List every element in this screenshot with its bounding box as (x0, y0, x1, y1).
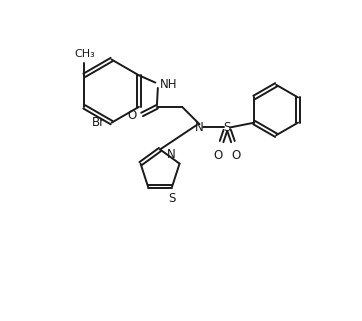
Text: N: N (195, 121, 204, 134)
Text: NH: NH (160, 78, 177, 91)
Text: CH₃: CH₃ (74, 48, 94, 59)
Text: O: O (231, 149, 241, 161)
Text: O: O (128, 109, 137, 122)
Text: O: O (214, 149, 223, 161)
Text: S: S (224, 121, 231, 134)
Text: N: N (167, 148, 176, 161)
Text: S: S (168, 192, 176, 205)
Text: Br: Br (92, 116, 105, 129)
